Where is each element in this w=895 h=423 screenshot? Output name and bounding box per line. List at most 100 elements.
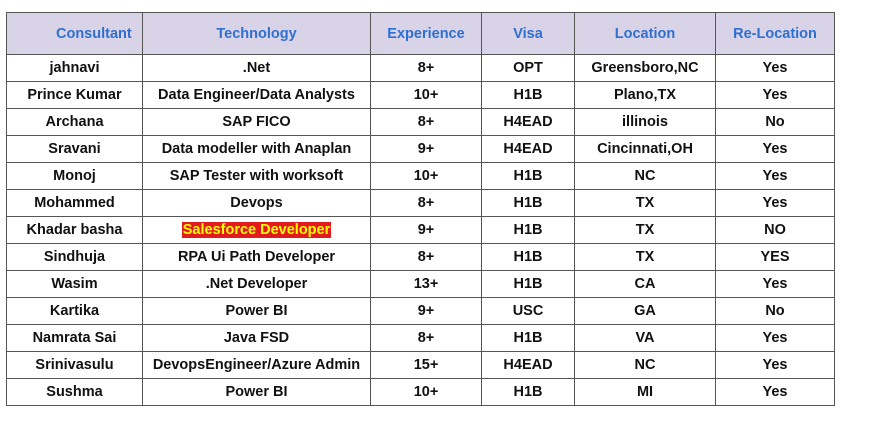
technology-cell: Devops — [142, 189, 371, 217]
header-consultant: Consultant — [6, 12, 143, 55]
visa-cell: OPT — [481, 54, 575, 82]
technology-cell: .Net — [142, 54, 371, 82]
technology-cell: SAP FICO — [142, 108, 371, 136]
header-experience: Experience — [370, 12, 482, 55]
technology-cell: DevopsEngineer/Azure Admin — [142, 351, 371, 379]
consultant-cell: Sindhuja — [6, 243, 143, 271]
technology-cell: Power BI — [142, 378, 371, 406]
consultant-cell: Wasim — [6, 270, 143, 298]
visa-cell: USC — [481, 297, 575, 325]
header-relocation: Re-Location — [715, 12, 835, 55]
experience-cell: 10+ — [370, 378, 482, 406]
experience-cell: 9+ — [370, 135, 482, 163]
experience-cell: 10+ — [370, 162, 482, 190]
experience-cell: 13+ — [370, 270, 482, 298]
visa-cell: H1B — [481, 162, 575, 190]
consultant-cell: Sravani — [6, 135, 143, 163]
table-row: Kartika Power BI 9+ USC GA No — [6, 297, 835, 325]
visa-cell: H4EAD — [481, 351, 575, 379]
visa-cell: H4EAD — [481, 135, 575, 163]
consultant-cell: Namrata Sai — [6, 324, 143, 352]
table-row: Wasim .Net Developer 13+ H1B CA Yes — [6, 270, 835, 298]
table-row: Sushma Power BI 10+ H1B MI Yes — [6, 378, 835, 406]
table-row: jahnavi .Net 8+ OPT Greensboro,NC Yes — [6, 54, 835, 82]
header-row: Consultant Technology Experience Visa Lo… — [6, 12, 835, 55]
header-technology: Technology — [142, 12, 371, 55]
visa-cell: H1B — [481, 378, 575, 406]
technology-cell: Data Engineer/Data Analysts — [142, 81, 371, 109]
location-cell: VA — [574, 324, 716, 352]
consultant-cell: Archana — [6, 108, 143, 136]
location-cell: NC — [574, 351, 716, 379]
relocation-cell: No — [715, 108, 835, 136]
consultant-cell: Prince Kumar — [6, 81, 143, 109]
experience-cell: 8+ — [370, 189, 482, 217]
technology-cell: Power BI — [142, 297, 371, 325]
visa-cell: H1B — [481, 216, 575, 244]
technology-cell: Data modeller with Anaplan — [142, 135, 371, 163]
technology-cell: Java FSD — [142, 324, 371, 352]
consultant-cell: Srinivasulu — [6, 351, 143, 379]
table-row: Monoj SAP Tester with worksoft 10+ H1B NC Yes — [6, 162, 835, 190]
relocation-cell: Yes — [715, 189, 835, 217]
technology-cell: Salesforce Developer — [142, 216, 371, 244]
table-row: Archana SAP FICO 8+ H4EAD illinois No — [6, 108, 835, 136]
location-cell: GA — [574, 297, 716, 325]
visa-cell: H4EAD — [481, 108, 575, 136]
location-cell: MI — [574, 378, 716, 406]
header-location: Location — [574, 12, 716, 55]
consultant-cell: Sushma — [6, 378, 143, 406]
location-cell: TX — [574, 243, 716, 271]
location-cell: TX — [574, 216, 716, 244]
table-body: jahnavi .Net 8+ OPT Greensboro,NC Yes Prince K… — [6, 54, 835, 406]
relocation-cell: NO — [715, 216, 835, 244]
table-row: Sindhuja RPA Ui Path Developer 8+ H1B TX YES — [6, 243, 835, 271]
table-header: Consultant Technology Experience Visa Lo… — [6, 12, 835, 55]
location-cell: TX — [574, 189, 716, 217]
header-visa: Visa — [481, 12, 575, 55]
consultant-cell: Monoj — [6, 162, 143, 190]
experience-cell: 9+ — [370, 297, 482, 325]
table-row: Prince Kumar Data Engineer/Data Analysts 1… — [6, 81, 835, 109]
experience-cell: 8+ — [370, 54, 482, 82]
consultant-table: Consultant Technology Experience Visa Lo… — [6, 12, 835, 406]
experience-cell: 8+ — [370, 108, 482, 136]
experience-cell: 15+ — [370, 351, 482, 379]
technology-cell: RPA Ui Path Developer — [142, 243, 371, 271]
table-row: Sravani Data modeller with Anaplan 9+ H4EAD… — [6, 135, 835, 163]
experience-cell: 9+ — [370, 216, 482, 244]
relocation-cell: Yes — [715, 324, 835, 352]
table-row: Mohammed Devops 8+ H1B TX Yes — [6, 189, 835, 217]
table-row: Namrata Sai Java FSD 8+ H1B VA Yes — [6, 324, 835, 352]
experience-cell: 8+ — [370, 324, 482, 352]
relocation-cell: Yes — [715, 378, 835, 406]
relocation-cell: Yes — [715, 81, 835, 109]
visa-cell: H1B — [481, 243, 575, 271]
relocation-cell: YES — [715, 243, 835, 271]
location-cell: Plano,TX — [574, 81, 716, 109]
technology-cell: SAP Tester with worksoft — [142, 162, 371, 190]
experience-cell: 8+ — [370, 243, 482, 271]
relocation-cell: Yes — [715, 162, 835, 190]
location-cell: Cincinnati,OH — [574, 135, 716, 163]
location-cell: NC — [574, 162, 716, 190]
table-row: Khadar basha Salesforce Developer 9+ H1B TX N… — [6, 216, 835, 244]
experience-cell: 10+ — [370, 81, 482, 109]
visa-cell: H1B — [481, 270, 575, 298]
highlighted-technology: Salesforce Developer — [181, 222, 332, 238]
table-row: Srinivasulu DevopsEngineer/Azure Admin 15+… — [6, 351, 835, 379]
technology-cell: .Net Developer — [142, 270, 371, 298]
location-cell: Greensboro,NC — [574, 54, 716, 82]
visa-cell: H1B — [481, 324, 575, 352]
location-cell: illinois — [574, 108, 716, 136]
visa-cell: H1B — [481, 189, 575, 217]
consultant-cell: Mohammed — [6, 189, 143, 217]
consultant-table-container: Consultant Technology Experience Visa Lo… — [6, 12, 835, 406]
consultant-cell: Kartika — [6, 297, 143, 325]
consultant-cell: Khadar basha — [6, 216, 143, 244]
relocation-cell: Yes — [715, 54, 835, 82]
relocation-cell: No — [715, 297, 835, 325]
location-cell: CA — [574, 270, 716, 298]
relocation-cell: Yes — [715, 270, 835, 298]
relocation-cell: Yes — [715, 135, 835, 163]
